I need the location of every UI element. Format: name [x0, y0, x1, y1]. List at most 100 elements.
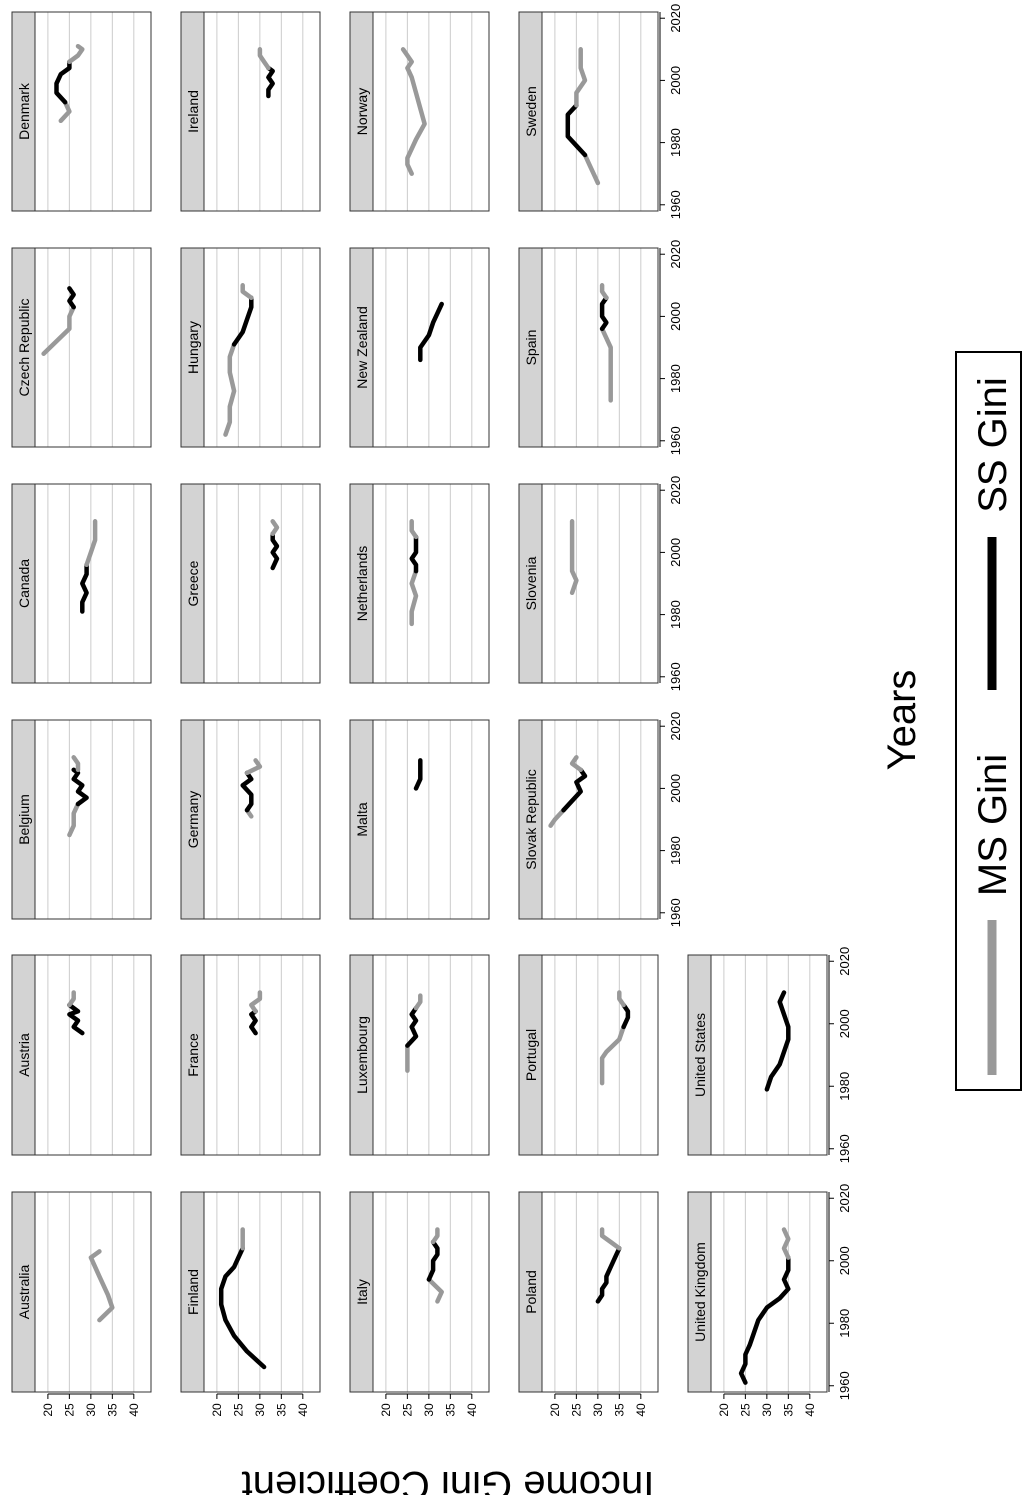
- y-axis-finland: 40 35 30 25 20: [210, 1393, 310, 1417]
- series-line-ms-gini: [67, 801, 81, 838]
- legend-label-ms-gini: MS Gini: [971, 754, 1015, 896]
- panel-strip: [687, 954, 712, 1156]
- series-line-ss-gini: [595, 1246, 622, 1304]
- series-line-ms-gini: [223, 342, 237, 437]
- series-line-ss-gini: [240, 770, 254, 813]
- series-line-ss-gini: [80, 562, 89, 614]
- series-line-ms-gini: [569, 519, 579, 596]
- panel-strip: [11, 247, 36, 448]
- panel-denmark: Denmark: [11, 11, 152, 212]
- panel-strip: [349, 11, 374, 212]
- y-tick-label: 30: [253, 1403, 267, 1417]
- panel-belgium: Belgium: [11, 719, 152, 920]
- panel-portugal: Portugal: [518, 954, 659, 1156]
- panel-slovenia: Slovenia: [518, 483, 659, 684]
- panel-italy: Italy: [349, 1191, 490, 1393]
- series-line-ss-gini: [764, 990, 791, 1092]
- panel-norway: Norway: [349, 11, 490, 212]
- y-tick-label: 30: [422, 1403, 436, 1417]
- x-tick-label: 2020: [668, 712, 683, 741]
- series-line-ms-gini: [409, 519, 419, 540]
- panel-strip: [180, 719, 205, 920]
- panel-finland: Finland: [180, 1191, 321, 1393]
- panel-title: Australia: [16, 1265, 32, 1320]
- panel-strip: [349, 247, 374, 448]
- y-tick-label: 30: [84, 1403, 98, 1417]
- panel-title: Germany: [185, 791, 201, 849]
- y-tick-label: 20: [379, 1403, 393, 1417]
- panel-luxembourg: Luxembourg: [349, 954, 490, 1156]
- series-line-ms-gini: [249, 990, 263, 1014]
- series-line-ms-gini: [409, 568, 419, 627]
- x-tick-label: 1960: [837, 1134, 852, 1163]
- panel-strip: [180, 1191, 205, 1393]
- panel-title: United States: [692, 1013, 708, 1097]
- x-axis-spain: 1960 1980 2000 2020: [659, 240, 683, 455]
- panel-title: Austria: [16, 1033, 32, 1077]
- x-tick-label: 2000: [837, 1246, 852, 1275]
- x-tick-label: 1980: [837, 1072, 852, 1101]
- panel-germany: Germany: [180, 719, 321, 920]
- series-line-ms-gini: [240, 283, 254, 301]
- panel-strip: [11, 719, 36, 920]
- series-line-ms-gini: [574, 47, 588, 108]
- panel-france: France: [180, 954, 321, 1156]
- series-line-ms-gini: [71, 755, 81, 773]
- panel-slovak-republic: Slovak Republic: [518, 719, 659, 920]
- panel-strip: [518, 719, 543, 920]
- y-tick-label: 25: [62, 1403, 76, 1417]
- y-tick-label: 40: [296, 1403, 310, 1417]
- panel-title: Spain: [523, 330, 539, 366]
- panels-layer: Australia Austria Belgium Canada Czech Repub…: [11, 11, 828, 1393]
- panel-strip: [180, 954, 205, 1156]
- series-line-ms-gini: [569, 755, 583, 773]
- panel-strip: [11, 11, 36, 212]
- series-line-ms-gini: [58, 99, 72, 124]
- y-tick-label: 25: [231, 1403, 245, 1417]
- series-line-ms-gini: [599, 326, 613, 403]
- panel-poland: Poland: [518, 1191, 659, 1393]
- panel-title: Italy: [354, 1279, 370, 1305]
- panel-malta: Malta: [349, 719, 490, 920]
- legend-box: [955, 351, 1022, 1091]
- x-tick-label: 2020: [668, 4, 683, 33]
- y-tick-label: 30: [760, 1403, 774, 1417]
- panel-strip: [518, 11, 543, 212]
- panel-strip: [349, 954, 374, 1156]
- series-line-ms-gini: [599, 1024, 626, 1086]
- y-axis-italy: 40 35 30 25 20: [379, 1393, 479, 1417]
- panel-title: Slovenia: [523, 556, 539, 610]
- panel-sweden: Sweden: [518, 11, 659, 212]
- panel-united-states: United States: [687, 954, 828, 1156]
- y-tick-label: 35: [781, 1403, 795, 1417]
- panel-title: France: [185, 1033, 201, 1077]
- series-line-ms-gini: [781, 1227, 791, 1260]
- panel-strip: [518, 483, 543, 684]
- panel-title: Canada: [16, 559, 32, 608]
- series-line-ss-gini: [413, 758, 423, 791]
- panel-strip: [518, 1191, 543, 1393]
- series-line-ss-gini: [418, 301, 444, 363]
- panel-strip: [180, 483, 205, 684]
- panel-strip: [349, 483, 374, 684]
- panel-title: Greece: [185, 560, 201, 606]
- panel-title: Belgium: [16, 794, 32, 845]
- panel-title: New Zealand: [354, 306, 370, 389]
- x-axis-slovenia: 1960 1980 2000 2020: [659, 476, 683, 691]
- series-line-ss-gini: [231, 295, 254, 347]
- panel-canada: Canada: [11, 483, 152, 684]
- x-tick-label: 1960: [668, 190, 683, 219]
- panel-strip: [349, 1191, 374, 1393]
- y-axis-poland: 40 35 30 25 20: [548, 1393, 648, 1417]
- panel-australia: Australia: [11, 1191, 152, 1393]
- panel-title: Czech Republic: [16, 298, 32, 396]
- x-tick-label: 1960: [837, 1371, 852, 1400]
- panel-title: Malta: [354, 802, 370, 836]
- y-tick-label: 20: [41, 1403, 55, 1417]
- y-tick-label: 20: [717, 1403, 731, 1417]
- series-line-ss-gini: [270, 531, 280, 571]
- y-tick-label: 35: [443, 1403, 457, 1417]
- panel-czech-republic: Czech Republic: [11, 247, 152, 448]
- series-line-ms-gini: [548, 807, 566, 828]
- series-line-ms-gini: [88, 1249, 115, 1323]
